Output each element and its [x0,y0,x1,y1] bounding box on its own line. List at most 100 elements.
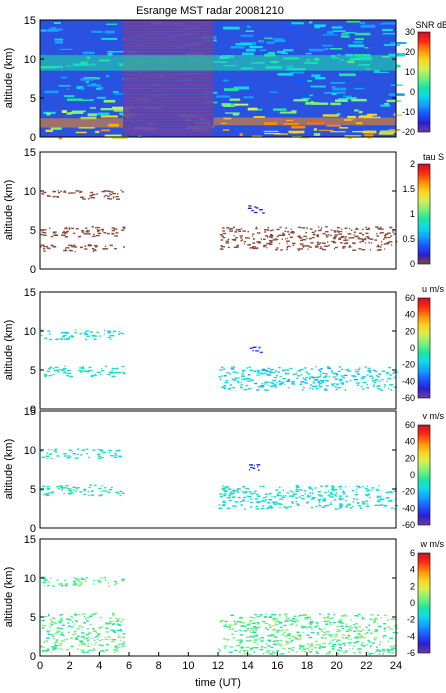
echo-point [271,507,273,510]
echo-point [71,244,73,246]
echo-point [241,490,244,493]
echo-point [365,626,368,628]
echo-point [78,581,81,583]
echo-point [377,623,379,625]
echo-point [340,375,344,377]
echo-point [286,641,289,644]
echo-point [101,485,103,487]
ytick-label: 10 [24,186,36,198]
echo-point [384,248,386,250]
echo-point [226,372,230,374]
echo-point [344,614,347,616]
echo-point [100,490,103,493]
echo-point [367,629,371,631]
echo-point [323,242,326,244]
echo-point [345,637,349,639]
echo-point [247,244,251,246]
echo-point [93,630,97,632]
echo-point [254,490,257,492]
echo-point [46,629,48,632]
echo-point [74,613,76,615]
echo-point [315,245,319,247]
echo-point [331,648,335,651]
echo-point [378,373,382,375]
echo-point [305,502,309,504]
echo-point [372,619,377,621]
echo-point [348,635,351,638]
echo-point [43,248,46,250]
echo-point [115,195,119,198]
echo-point [120,628,122,631]
echo-point [59,621,63,623]
echo-point [299,243,304,245]
echo-point [106,232,110,235]
echo-point [355,228,359,230]
echo-point [354,378,358,381]
echo-point [263,245,266,248]
snr-cell [110,95,124,98]
echo-point [114,648,119,651]
snr-cell [269,91,278,93]
snr-cell [289,71,305,74]
echo-point [76,648,79,650]
echo-point [108,449,112,452]
echo-point [357,384,359,386]
echo-point [294,638,296,640]
echo-point [281,381,283,384]
echo-point [63,230,65,233]
panel-snr-frame [39,19,397,138]
snr-cell [354,87,365,90]
echo-point [220,239,224,241]
snr-cell [224,88,239,92]
echo-point [351,242,355,244]
echo-point [260,646,264,648]
echo-point [275,622,277,624]
echo-point [322,498,327,500]
echo-point [285,643,287,645]
echo-point [375,630,379,632]
echo-point [56,579,59,581]
echo-point [349,227,351,230]
snr-cell [107,51,125,53]
panel-u-ylabel: altitude (km) [3,320,15,381]
snr-cell [331,26,343,29]
echo-point [221,248,224,250]
echo-point [377,244,380,246]
echo-point [286,242,288,244]
snr-cell [307,80,313,82]
snr-cell [107,52,113,56]
echo-point [283,506,287,508]
echo-point [314,626,318,628]
echo-point [105,579,107,581]
echo-point [274,238,277,240]
echo-point [352,498,355,500]
ytick-label: 5 [30,484,36,496]
echo-point [235,645,239,647]
echo-point [324,620,327,623]
echo-point [41,231,44,233]
echo-point [99,640,101,642]
echo-point [236,490,238,492]
echo-point [263,616,267,618]
echo-point [242,499,246,501]
colorbar-gradient [417,163,431,265]
echo-point [102,248,106,250]
echo-point [79,190,83,193]
colorbar-tick-label: -40 [402,503,415,513]
echo-point [42,650,46,652]
echo-point [355,623,359,625]
echo-point [96,579,101,581]
echo-point [54,448,58,450]
echo-point [66,338,69,341]
echo-point [395,632,399,634]
echo-point [278,366,281,369]
echo-point [236,620,241,623]
echo-point [235,229,238,231]
echo-point [240,639,243,641]
snr-cell [266,41,275,44]
snr-cell [354,109,359,112]
echo-point [299,248,304,250]
echo-point [267,384,269,386]
echo-point [234,630,238,632]
echo-point [358,237,360,239]
